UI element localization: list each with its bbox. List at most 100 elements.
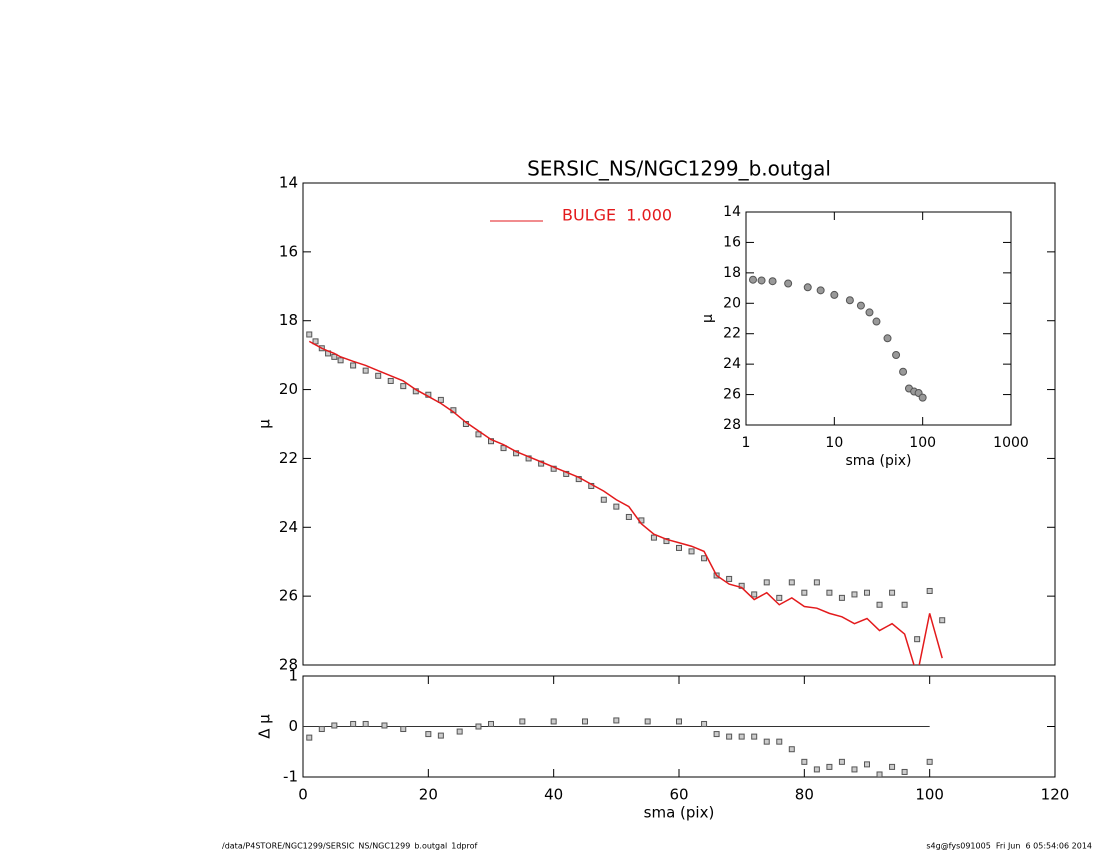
x-tick-label: 1000 bbox=[993, 435, 1029, 451]
data-point bbox=[830, 290, 839, 299]
x-tick-label: 1 bbox=[742, 435, 751, 451]
data-point bbox=[381, 722, 388, 729]
data-point bbox=[331, 722, 338, 729]
data-point bbox=[676, 718, 682, 725]
x-axis-label: sma (pix) bbox=[846, 453, 912, 469]
data-point bbox=[872, 317, 881, 326]
data-point bbox=[901, 768, 908, 775]
x-tick-label: 100 bbox=[909, 435, 936, 451]
data-point bbox=[613, 503, 620, 510]
data-point bbox=[375, 372, 382, 379]
x-tick-label: 20 bbox=[419, 786, 438, 804]
data-point bbox=[776, 738, 783, 745]
data-point bbox=[768, 277, 777, 286]
data-point bbox=[826, 763, 833, 770]
data-point bbox=[801, 758, 808, 765]
plot-area bbox=[748, 275, 927, 402]
y-tick-label: 22 bbox=[279, 449, 298, 467]
data-point bbox=[362, 367, 369, 374]
data-point bbox=[813, 579, 820, 586]
data-point bbox=[726, 575, 733, 582]
x-tick-label: 10 bbox=[825, 435, 843, 451]
y-tick-label: 16 bbox=[723, 234, 741, 250]
data-point bbox=[437, 396, 444, 403]
data-point bbox=[788, 746, 795, 753]
data-point bbox=[838, 594, 845, 601]
data-point bbox=[826, 589, 833, 596]
data-point bbox=[387, 377, 394, 384]
data-point bbox=[918, 393, 927, 402]
data-point bbox=[851, 766, 858, 773]
data-point bbox=[312, 338, 319, 345]
legend-label: BULGE 1.000 bbox=[562, 206, 672, 225]
data-point bbox=[757, 276, 766, 285]
y-tick-label: 26 bbox=[279, 587, 298, 605]
data-point bbox=[475, 431, 482, 438]
x-tick-label: 80 bbox=[795, 786, 814, 804]
y-tick-label: 18 bbox=[279, 311, 298, 329]
data-point bbox=[926, 758, 933, 765]
data-point bbox=[500, 445, 507, 452]
y-tick-label: 14 bbox=[279, 174, 298, 192]
x-tick-label: 60 bbox=[669, 786, 688, 804]
x-tick-label: 100 bbox=[915, 786, 944, 804]
data-point bbox=[865, 308, 874, 317]
data-point bbox=[613, 717, 620, 724]
data-point bbox=[437, 732, 444, 739]
data-point bbox=[362, 720, 369, 727]
y-tick-label: 14 bbox=[723, 204, 741, 220]
y-axis-label: μ bbox=[256, 419, 274, 429]
y-tick-label: 24 bbox=[279, 518, 298, 536]
footer-left: /data/P4STORE/NGC1299/SERSIC_NS/NGC1299_… bbox=[222, 842, 478, 850]
data-point bbox=[801, 589, 808, 596]
data-point bbox=[939, 617, 946, 624]
y-tick-label: 20 bbox=[279, 380, 298, 398]
y-tick-label: 16 bbox=[279, 242, 298, 260]
y-tick-label: 26 bbox=[723, 387, 741, 403]
data-point bbox=[816, 286, 825, 295]
data-point bbox=[475, 723, 482, 730]
y-tick-label: 24 bbox=[723, 356, 741, 372]
data-point bbox=[838, 758, 845, 765]
y-tick-label: 28 bbox=[279, 656, 298, 674]
data-point bbox=[876, 601, 883, 608]
plot-frame bbox=[745, 211, 1012, 426]
data-point bbox=[726, 733, 733, 740]
plot-area bbox=[303, 717, 933, 777]
x-tick-label: 0 bbox=[298, 786, 308, 804]
y-tick-label: 28 bbox=[723, 417, 741, 433]
data-point bbox=[776, 594, 783, 601]
data-point bbox=[803, 283, 812, 292]
y-tick-label: 20 bbox=[723, 295, 741, 311]
data-point bbox=[784, 279, 793, 288]
y-tick-label: 22 bbox=[723, 326, 741, 342]
data-point bbox=[400, 383, 407, 390]
data-point bbox=[650, 534, 657, 541]
data-point bbox=[318, 726, 325, 733]
data-point bbox=[851, 591, 858, 598]
data-point bbox=[519, 718, 526, 725]
y-tick-label: 1 bbox=[288, 667, 298, 685]
footer-right: s4g@fys091005 Fri Jun 6 05:54:06 2014 bbox=[926, 842, 1092, 850]
y-axis-label: μ bbox=[700, 314, 716, 323]
data-point bbox=[856, 301, 865, 310]
data-point bbox=[331, 353, 338, 360]
y-axis-label: Δ μ bbox=[256, 714, 274, 739]
y-tick-label: 0 bbox=[288, 717, 298, 735]
plot-frame bbox=[302, 182, 1056, 666]
data-point bbox=[889, 763, 896, 770]
data-point bbox=[876, 771, 883, 777]
data-point bbox=[901, 601, 908, 608]
data-point bbox=[306, 331, 313, 338]
data-point bbox=[713, 731, 720, 738]
y-tick-label: 18 bbox=[723, 265, 741, 281]
data-point bbox=[864, 589, 870, 596]
data-point bbox=[350, 362, 357, 369]
x-axis-label: sma (pix) bbox=[644, 804, 715, 822]
data-point bbox=[306, 734, 313, 741]
data-point bbox=[751, 591, 758, 598]
data-point bbox=[926, 587, 933, 594]
chart-title: SERSIC_NS/NGC1299_b.outgal bbox=[527, 157, 831, 181]
data-point bbox=[582, 718, 588, 725]
